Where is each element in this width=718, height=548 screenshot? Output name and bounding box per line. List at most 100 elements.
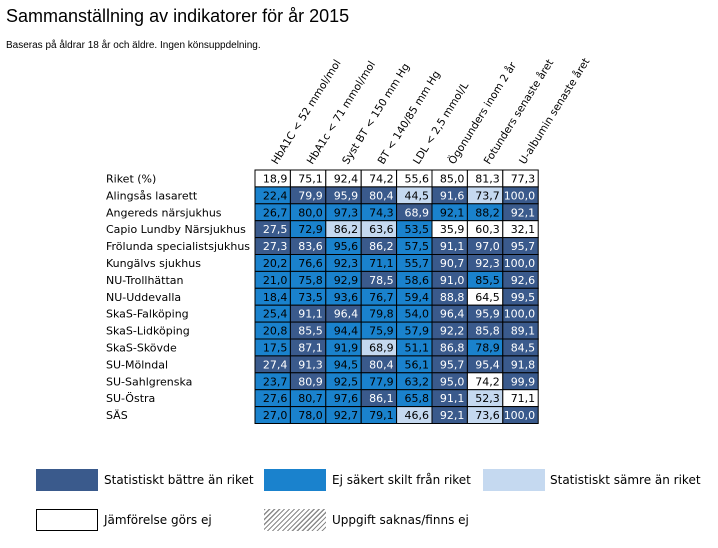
cell-value: 72,9 <box>298 223 323 236</box>
row-label: NU-Trollhättan <box>106 274 184 287</box>
cell-value: 99,5 <box>511 291 536 304</box>
legend-label-none: Jämförelse görs ej <box>104 513 212 527</box>
cell-value: 87,1 <box>298 342 323 355</box>
cell-value: 27,0 <box>263 409 288 422</box>
cell-value: 75,9 <box>369 325 394 338</box>
cell-value: 92,3 <box>475 257 500 270</box>
cell-value: 96,4 <box>334 308 359 321</box>
row-label: SÄS <box>106 409 128 422</box>
cell-value: 80,0 <box>298 206 323 219</box>
cell-value: 95,4 <box>475 358 500 371</box>
cell-value: 63,2 <box>405 375 430 388</box>
row-label: Capio Lundby Närsjukhus <box>106 223 246 236</box>
cell-value: 92,1 <box>440 206 465 219</box>
cell-value: 77,9 <box>369 375 394 388</box>
column-header: HbA1C < 52 mmol/mol <box>269 58 343 167</box>
cell-value: 27,5 <box>263 223 288 236</box>
cell-value: 92,2 <box>440 325 465 338</box>
cell-value: 95,7 <box>511 240 536 253</box>
cell-value: 79,9 <box>298 189 323 202</box>
cell-value: 86,1 <box>369 392 394 405</box>
legend-swatch-worse <box>483 469 545 491</box>
legend-swatch-missing <box>264 509 326 531</box>
cell-value: 91,1 <box>440 240 465 253</box>
cell-value: 21,0 <box>263 274 288 287</box>
cell-value: 79,1 <box>369 409 394 422</box>
cell-value: 27,4 <box>263 358 288 371</box>
legend-swatch-uncertain <box>264 469 326 491</box>
cell-value: 65,8 <box>405 392 430 405</box>
cell-value: 97,3 <box>334 206 359 219</box>
cell-value: 73,6 <box>475 409 500 422</box>
cell-value: 57,5 <box>405 240 430 253</box>
cell-value: 91,6 <box>440 189 465 202</box>
cell-value: 92,5 <box>334 375 359 388</box>
cell-value: 88,2 <box>475 206 500 219</box>
cell-value: 94,4 <box>334 325 359 338</box>
page-title: Sammanställning av indikatorer för år 20… <box>6 6 350 26</box>
page-subtitle: Baseras på åldrar 18 år och äldre. Ingen… <box>6 40 261 51</box>
cell-value: 85,5 <box>298 325 323 338</box>
cell-value: 86,2 <box>369 240 394 253</box>
cell-value: 96,4 <box>440 308 465 321</box>
cell-value: 52,3 <box>475 392 500 405</box>
cell-value: 23,7 <box>263 375 288 388</box>
cell-value: 85,0 <box>440 173 465 186</box>
cell-value: 92,6 <box>511 274 536 287</box>
cell-value: 91,1 <box>298 308 323 321</box>
cell-value: 25,4 <box>263 308 288 321</box>
cell-value: 92,1 <box>511 206 536 219</box>
row-label: Kungälvs sjukhus <box>106 257 201 270</box>
cell-value: 78,5 <box>369 274 394 287</box>
cell-value: 95,9 <box>475 308 500 321</box>
cell-value: 75,8 <box>298 274 323 287</box>
cell-value: 81,3 <box>475 173 500 186</box>
cell-value: 99,9 <box>511 375 536 388</box>
cell-value: 92,4 <box>334 173 359 186</box>
cell-value: 80,7 <box>298 392 323 405</box>
cell-value: 85,5 <box>475 274 500 287</box>
cell-value: 92,7 <box>334 409 359 422</box>
row-label: Angereds närsjukhus <box>106 206 222 219</box>
cell-value: 57,9 <box>405 325 430 338</box>
cell-value: 91,0 <box>440 274 465 287</box>
cell-value: 80,4 <box>369 189 394 202</box>
cell-value: 18,9 <box>263 173 288 186</box>
cell-value: 20,8 <box>263 325 288 338</box>
cell-value: 100,0 <box>504 409 536 422</box>
row-label: Alingsås lasarett <box>106 189 198 202</box>
cell-value: 92,1 <box>440 409 465 422</box>
cell-value: 91,9 <box>334 342 359 355</box>
cell-value: 26,7 <box>263 206 288 219</box>
legend-label-worse: Statistiskt sämre än riket <box>550 473 701 487</box>
cell-value: 78,0 <box>298 409 323 422</box>
row-label: SU-Sahlgrenska <box>106 375 192 388</box>
cell-value: 51,1 <box>405 342 430 355</box>
cell-value: 60,3 <box>475 223 500 236</box>
cell-value: 89,1 <box>511 325 536 338</box>
cell-value: 27,6 <box>263 392 288 405</box>
cell-value: 27,3 <box>263 240 288 253</box>
cell-value: 77,3 <box>511 173 536 186</box>
cell-value: 94,5 <box>334 358 359 371</box>
table-cell <box>502 406 539 425</box>
cell-value: 79,8 <box>369 308 394 321</box>
row-label: NU-Uddevalla <box>106 291 181 304</box>
column-header: Fotunders senaste året <box>481 57 556 167</box>
cell-value: 100,0 <box>504 189 536 202</box>
legend-label-better: Statistiskt bättre än riket <box>104 473 254 487</box>
cell-value: 74,2 <box>475 375 500 388</box>
column-header: HbA1c < 71 mmol/mol <box>305 59 378 167</box>
cell-value: 100,0 <box>504 257 536 270</box>
cell-value: 54,0 <box>405 308 430 321</box>
cell-value: 68,9 <box>369 342 394 355</box>
row-label: SkaS-Skövde <box>106 342 177 355</box>
cell-value: 95,0 <box>440 375 465 388</box>
cell-value: 90,7 <box>440 257 465 270</box>
cell-value: 68,9 <box>405 206 430 219</box>
cell-value: 64,5 <box>475 291 500 304</box>
cell-value: 91,8 <box>511 358 536 371</box>
row-label: SkaS-Lidköping <box>106 325 190 338</box>
cell-value: 92,3 <box>334 257 359 270</box>
